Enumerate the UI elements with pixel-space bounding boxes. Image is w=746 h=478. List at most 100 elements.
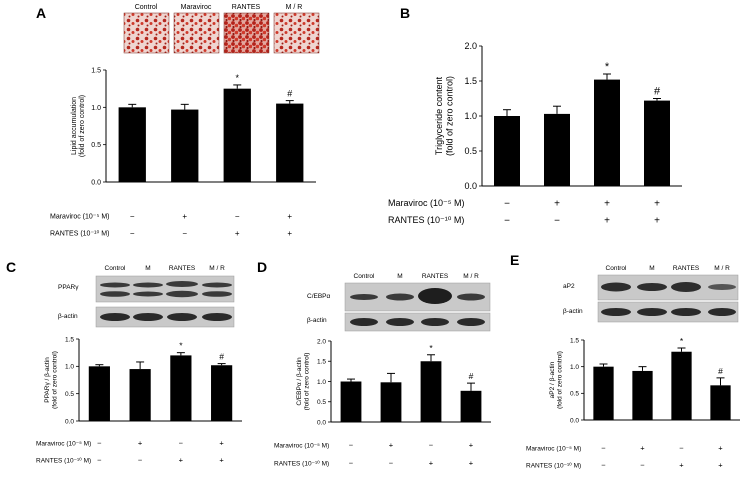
bar [211, 365, 233, 421]
treatment-sign: + [287, 212, 292, 221]
treatment-sign: − [679, 444, 684, 453]
significance-mark: * [235, 73, 239, 83]
blot-e-lane-mr: M / R [714, 265, 730, 272]
blot-d-lane-rantes: RANTES [422, 273, 449, 280]
chart-ap2: 0.0 0.5 1.0 1.5 aP2 / β-actin(fold of zero c… [526, 336, 740, 470]
blot-c-lane-control: Control [105, 265, 127, 272]
blot-e-lane-control: Control [606, 265, 628, 272]
micrograph-label-mr: M / R [286, 4, 303, 11]
blot-d-lane-m: M [397, 273, 402, 280]
y-axis-label-line-1: Triglyceride content [434, 76, 444, 155]
treatment-sign: − [349, 441, 354, 450]
blot-c-lane-mr: M / R [209, 265, 225, 272]
treatment-label: RANTES (10⁻¹⁰ M) [36, 456, 91, 464]
micrograph-label-control: Control [135, 4, 158, 11]
significance-mark: * [680, 336, 684, 346]
micrograph-label-rantes: RANTES [232, 4, 261, 11]
treatment-sign: + [654, 199, 660, 210]
panel-letter-d: D [257, 259, 267, 275]
y-tick-label: 1.0 [317, 379, 326, 386]
treatment-label: RANTES (10⁻¹⁰ M) [388, 215, 464, 225]
blot-c-lane-rantes: RANTES [169, 265, 196, 272]
treatment-sign: − [504, 216, 510, 227]
bar [632, 370, 653, 420]
blot-d-lane-control: Control [354, 273, 376, 280]
bar [118, 107, 146, 182]
treatment-sign: + [604, 216, 610, 227]
blot-e-lane-rantes: RANTES [673, 265, 700, 272]
chart-cebp-alpha: 0.0 0.5 1.0 1.5 2.0 C/EBPα / β-actin(fold of … [274, 338, 491, 468]
significance-mark: * [605, 61, 610, 73]
blot-c-label-actin: β-actin [58, 313, 78, 320]
significance-mark: # [219, 352, 224, 362]
treatment-sign: − [138, 456, 143, 465]
blot-e-lane-m: M [649, 265, 654, 272]
treatment-label: Maraviroc (10⁻⁵ M) [50, 213, 110, 220]
significance-mark: # [654, 86, 661, 98]
y-tick-label: 0.5 [570, 391, 579, 398]
treatment-sign: − [640, 461, 645, 470]
bar [420, 361, 442, 422]
blot-d-actin [344, 312, 491, 332]
treatment-label: Maraviroc (10⁻⁵ M) [388, 198, 465, 208]
y-tick-label: 0.0 [464, 181, 477, 191]
y-axis-label-line-2: (fold of zero control) [79, 95, 86, 157]
blot-c-label-ppar: PPARγ [58, 284, 79, 291]
y-axis-label: Lipid accumulation(fold of zero control) [71, 95, 86, 157]
bar [129, 369, 151, 421]
y-tick-label: 0.5 [91, 142, 101, 149]
blots-d: Control M RANTES M / R C/EBPα β-actin [307, 273, 491, 332]
blot-c-ppar [95, 275, 235, 303]
treatment-sign: − [130, 229, 135, 238]
micrograph-control [123, 12, 170, 54]
treatment-sign: + [219, 439, 224, 448]
micrograph-rantes [223, 12, 270, 54]
chart-triglyceride-content: 0.0 0.5 1.0 1.5 2.0 Triglyceride content(fold… [388, 41, 682, 227]
bar [644, 100, 670, 186]
treatment-sign: − [235, 212, 240, 221]
treatment-sign: + [287, 229, 292, 238]
treatment-sign: − [97, 456, 102, 465]
treatment-sign: − [179, 439, 184, 448]
treatment-sign: + [554, 199, 560, 210]
treatment-sign: − [182, 229, 187, 238]
treatment-sign: − [389, 459, 394, 468]
y-tick-label: 0.0 [570, 417, 579, 424]
significance-mark: # [718, 366, 723, 376]
y-axis-label-line-1: C/EBPα / β-actin [296, 357, 303, 406]
micrograph-mr [273, 12, 320, 54]
treatment-label: Maraviroc (10⁻⁵ M) [526, 445, 581, 452]
bar [544, 113, 570, 186]
y-tick-label: 0.0 [91, 179, 101, 186]
treatment-sign: + [654, 216, 660, 227]
y-axis-label: aP2 / β-actin(fold of zero control) [549, 351, 563, 409]
treatment-sign: + [138, 439, 143, 448]
blots-e: Control M RANTES M / R aP2 β-actin [563, 265, 739, 323]
treatment-sign: + [640, 444, 645, 453]
y-tick-label: 1.5 [91, 67, 101, 74]
treatment-sign: + [718, 444, 723, 453]
y-tick-label: 1.0 [570, 364, 579, 371]
significance-mark: # [287, 89, 292, 99]
bar [170, 355, 192, 421]
y-axis-label: Triglyceride content(fold of zero contro… [434, 76, 454, 156]
bar [593, 366, 614, 420]
bar [223, 88, 251, 182]
y-tick-label: 0.0 [65, 418, 74, 425]
bar [88, 366, 110, 421]
treatment-label: RANTES (10⁻¹⁰ M) [274, 459, 329, 467]
bar [460, 390, 482, 422]
treatment-sign: + [182, 212, 187, 221]
blots-c: Control M RANTES M / R PPARγ β-actin [58, 265, 235, 328]
blot-e-label-ap2: aP2 [563, 283, 575, 290]
blot-c-actin [95, 306, 235, 328]
treatment-label: RANTES (10⁻¹⁰ M) [526, 461, 581, 469]
treatment-sign: − [601, 461, 606, 470]
bar [340, 381, 362, 422]
treatment-sign: − [504, 199, 510, 210]
significance-mark: # [469, 371, 474, 381]
bar [594, 79, 620, 186]
y-axis-label-line-2: (fold of zero control) [303, 353, 310, 411]
y-axis-label-line-2: (fold of zero control) [444, 76, 454, 156]
